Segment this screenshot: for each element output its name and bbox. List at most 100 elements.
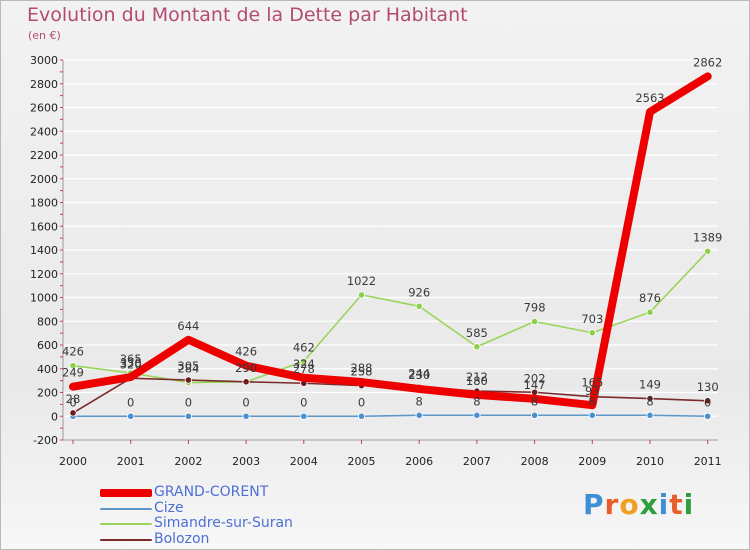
y-tick-label: 400: [37, 363, 58, 376]
y-tick-label: 800: [37, 315, 58, 328]
data-point-bolozon: [646, 394, 654, 403]
logo-letter: i: [658, 488, 670, 521]
y-tick-label: -200: [33, 434, 58, 447]
x-tick-label: 2006: [405, 455, 433, 468]
data-label-cize: 0: [242, 395, 249, 409]
y-tick-label: 1600: [30, 220, 58, 233]
legend-swatch-simandre-sur-suran: [100, 523, 152, 525]
logo-letter: r: [604, 488, 620, 521]
data-point-cize: [415, 411, 423, 419]
data-point-bolozon: [242, 378, 250, 386]
data-point-cize: [473, 411, 481, 419]
data-label-bolozon: 165: [581, 376, 603, 390]
data-point-simandre-sur-suran: [646, 308, 654, 316]
data-label-grand-corent: 180: [466, 374, 488, 388]
data-label-bolozon: 320: [120, 357, 142, 371]
data-label-grand-corent: 324: [293, 357, 315, 371]
chart-subtitle: (en €): [28, 29, 61, 42]
legend-swatch-cize: [100, 507, 152, 510]
y-tick-label: 2200: [30, 149, 58, 162]
data-point-cize: [646, 411, 654, 419]
logo-letter: t: [669, 488, 684, 521]
x-tick-label: 2000: [59, 455, 87, 468]
series-line-simandre-sur-suran: [72, 250, 709, 384]
data-point-cize: [127, 412, 135, 420]
legend-label-bolozon: Bolozon: [154, 530, 210, 547]
series-line-cize: [72, 414, 709, 418]
data-label-grand-corent: 2563: [635, 91, 664, 105]
data-label-cize: 8: [589, 394, 596, 408]
y-tick-label: 0: [51, 410, 58, 423]
x-tick-label: 2005: [348, 455, 376, 468]
data-label-simandre-sur-suran: 585: [466, 326, 488, 340]
data-label-simandre-sur-suran: 1389: [693, 230, 722, 244]
logo-letter: i: [683, 488, 695, 521]
data-label-bolozon: 244: [408, 366, 430, 380]
data-point-cize: [300, 412, 308, 420]
y-tick-label: 2800: [30, 78, 58, 91]
data-label-simandre-sur-suran: 703: [581, 312, 603, 326]
y-tick-label: 2400: [30, 125, 58, 138]
x-tick-label: 2009: [578, 455, 606, 468]
data-label-cize: 0: [127, 395, 134, 409]
data-label-grand-corent: 249: [62, 366, 84, 380]
data-label-cize: 0: [69, 395, 76, 409]
data-label-grand-corent: 288: [351, 361, 373, 375]
proxiti-logo: Proxiti: [583, 488, 694, 521]
x-tick-label: 2008: [521, 455, 549, 468]
data-label-bolozon: 28: [66, 392, 81, 406]
legend-label-cize: Cize: [154, 499, 184, 516]
data-label-bolozon: 212: [466, 370, 488, 384]
data-label-cize: 0: [704, 395, 711, 409]
data-point-bolozon: [704, 397, 712, 405]
data-label-bolozon: 202: [524, 371, 546, 385]
data-point-simandre-sur-suran: [704, 247, 712, 255]
data-label-cize: 0: [300, 395, 307, 409]
data-label-grand-corent: 147: [524, 378, 546, 392]
data-point-simandre-sur-suran: [473, 343, 481, 351]
data-label-simandre-sur-suran: 462: [293, 340, 315, 354]
logo-letter: o: [619, 488, 640, 521]
data-label-cize: 8: [473, 394, 480, 408]
data-label-simandre-sur-suran: 284: [177, 362, 199, 376]
x-tick-label: 2011: [694, 455, 722, 468]
data-point-simandre-sur-suran: [357, 291, 366, 299]
legend-label-grand-corent: GRAND-CORENT: [154, 484, 269, 500]
data-label-grand-corent: 644: [177, 319, 199, 333]
data-point-bolozon: [69, 409, 77, 417]
data-label-bolozon: 278: [293, 362, 315, 376]
logo-letter: x: [639, 488, 659, 521]
x-tick-label: 2010: [636, 455, 664, 468]
data-point-cize: [704, 412, 712, 420]
data-point-cize: [588, 411, 596, 419]
chart-title: Evolution du Montant de la Dette par Hab…: [27, 4, 468, 26]
data-label-bolozon: 130: [697, 380, 719, 394]
data-label-simandre-sur-suran: 798: [524, 300, 546, 314]
data-label-bolozon: 258: [351, 365, 373, 379]
y-tick-label: 2000: [30, 173, 58, 186]
y-tick-label: 600: [37, 339, 58, 352]
series-layer: [69, 72, 712, 420]
logo-letter: P: [583, 488, 605, 521]
x-tick-label: 2003: [232, 455, 260, 468]
data-point-simandre-sur-suran: [69, 362, 77, 370]
y-tick-label: 1400: [30, 244, 58, 257]
y-tick-label: 1000: [30, 292, 58, 305]
data-point-cize: [357, 412, 366, 420]
y-tick-label: 1800: [30, 197, 58, 210]
y-tick-label: 1200: [30, 268, 58, 281]
series-line-grand-corent: [69, 72, 712, 410]
legend-swatch-bolozon: [100, 538, 152, 541]
data-label-grand-corent: 230: [408, 368, 430, 382]
data-label-simandre-sur-suran: 365: [120, 352, 142, 366]
legend-label-simandre-sur-suran: Simandre-sur-Suran: [154, 515, 293, 531]
data-label-grand-corent: 426: [235, 345, 257, 359]
legend-swatch-grand-corent: [100, 489, 152, 497]
x-tick-label: 2004: [290, 455, 318, 468]
data-label-cize: 8: [416, 394, 423, 408]
data-label-cize: 0: [185, 395, 192, 409]
data-point-cize: [530, 411, 539, 419]
